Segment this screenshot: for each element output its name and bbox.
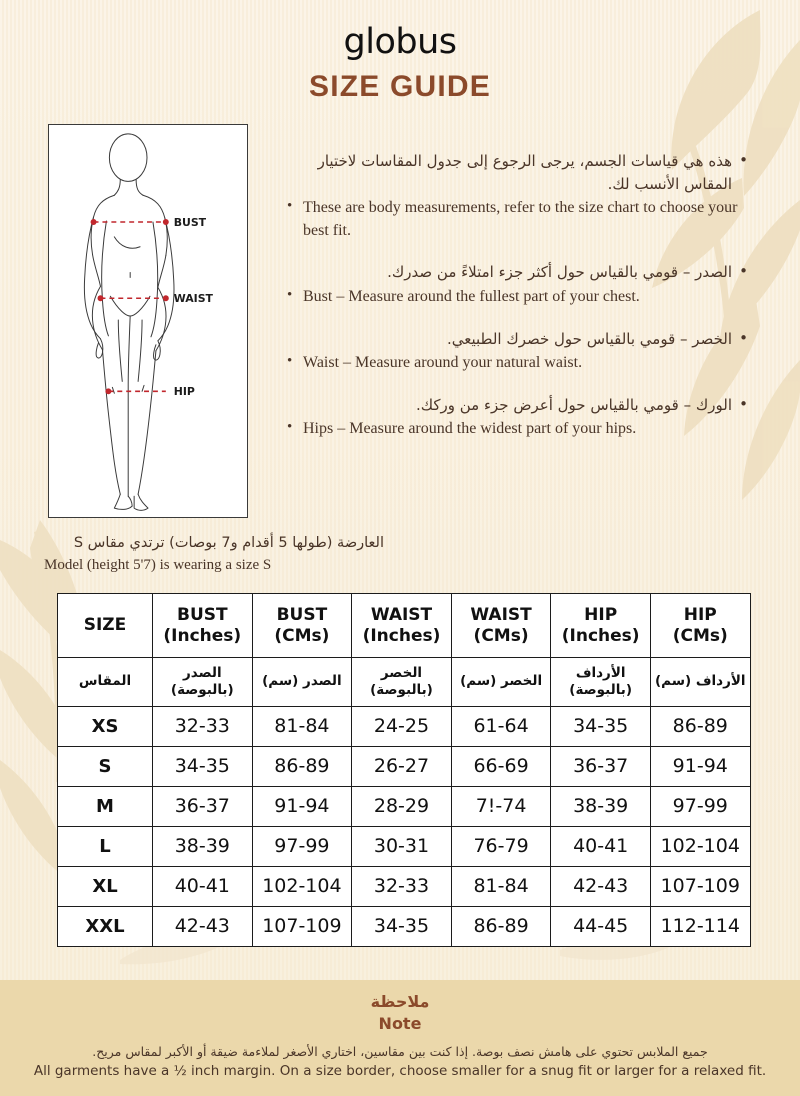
- table-row: XXL 42-43 107-109 34-35 86-89 44-45 112-…: [57, 905, 751, 947]
- note-title-english: Note: [378, 1014, 422, 1033]
- table-header-row-arabic: المقاس الصدر (بالبوصة) الصدر (سم) الخصر …: [57, 657, 751, 707]
- cell-bust-cms: 107-109: [251, 905, 353, 947]
- instruction-arabic: الورك – قومي بالقياس حول أعرض جزء من ورك…: [286, 393, 748, 417]
- cell-waist-cms: 7!-74: [450, 785, 552, 827]
- cell-size: XS: [57, 705, 153, 747]
- cell-waist-cms: 86-89: [450, 905, 552, 947]
- model-figure-frame: BUST WAIST HIP: [48, 124, 248, 518]
- table-row: S 34-35 86-89 26-27 66-69 36-37 91-94: [57, 745, 751, 787]
- note-body-english: All garments have a ½ inch margin. On a …: [33, 1063, 767, 1079]
- cell-hip-inches: 34-35: [550, 705, 651, 747]
- instructions-list: هذه هي قياسات الجسم، يرجى الرجوع إلى جدو…: [286, 149, 748, 441]
- col-header-waist-cms: WAIST (CMs): [450, 593, 552, 658]
- cell-size: M: [57, 785, 153, 827]
- cell-hip-cms: 107-109: [649, 865, 751, 907]
- cell-size: L: [57, 825, 153, 867]
- page-title: SIZE GUIDE: [308, 70, 492, 103]
- col-header-bust-inches-ar: الصدر (بالبوصة): [152, 657, 253, 707]
- col-header-hip-inches: HIP (Inches): [550, 593, 651, 658]
- cell-bust-cms: 91-94: [251, 785, 353, 827]
- cell-bust-cms: 86-89: [251, 745, 353, 787]
- cell-hip-cms: 112-114: [649, 905, 751, 947]
- cell-hip-cms: 102-104: [649, 825, 751, 867]
- cell-bust-inches: 32-33: [152, 705, 253, 747]
- model-caption-arabic: العارضة (طولها 5 أقدام و7 بوصات) ترتدي م…: [73, 535, 384, 551]
- cell-hip-inches: 36-37: [550, 745, 651, 787]
- instruction-block: هذه هي قياسات الجسم، يرجى الرجوع إلى جدو…: [286, 149, 748, 242]
- cell-bust-inches: 42-43: [152, 905, 253, 947]
- instruction-arabic: الخصر – قومي بالقياس حول خصرك الطبيعي.: [286, 327, 748, 351]
- instruction-block: الصدر – قومي بالقياس حول أكثر جزء امتلاء…: [286, 260, 748, 309]
- instruction-arabic: هذه هي قياسات الجسم، يرجى الرجوع إلى جدو…: [286, 149, 748, 195]
- col-header-hip-cms-ar: الأرداف (سم): [649, 657, 751, 707]
- col-header-size: SIZE: [57, 593, 153, 658]
- label-waist: WAIST: [174, 292, 214, 305]
- brand-logo: globus: [343, 22, 458, 62]
- cell-waist-cms: 61-64: [450, 705, 552, 747]
- col-header-size-ar: المقاس: [57, 657, 153, 707]
- instruction-block: الخصر – قومي بالقياس حول خصرك الطبيعي. W…: [286, 327, 748, 375]
- col-header-hip-inches-ar: الأرداف (بالبوصة): [550, 657, 651, 707]
- note-title-arabic: ملاحظة: [370, 992, 430, 1011]
- label-hip: HIP: [174, 385, 195, 398]
- cell-hip-cms: 86-89: [649, 705, 751, 747]
- instruction-english: These are body measurements, refer to th…: [286, 196, 748, 242]
- page-header: globus SIZE GUIDE: [0, 22, 800, 104]
- cell-waist-inches: 24-25: [351, 705, 452, 747]
- cell-waist-inches: 34-35: [351, 905, 452, 947]
- instruction-english: Waist – Measure around your natural wais…: [286, 351, 748, 375]
- cell-bust-inches: 36-37: [152, 785, 253, 827]
- table-row: L 38-39 97-99 30-31 76-79 40-41 102-104: [57, 825, 751, 867]
- instruction-english: Bust – Measure around the fullest part o…: [286, 285, 748, 309]
- table-header-row-english: SIZE BUST (Inches) BUST (CMs) WAIST (Inc…: [57, 593, 751, 658]
- cell-hip-inches: 42-43: [550, 865, 651, 907]
- cell-waist-inches: 28-29: [351, 785, 452, 827]
- cell-waist-inches: 26-27: [351, 745, 452, 787]
- cell-size: XXL: [57, 905, 153, 947]
- col-header-waist-inches-ar: الخصر (بالبوصة): [351, 657, 452, 707]
- cell-size: XL: [57, 865, 153, 907]
- col-header-bust-cms-ar: الصدر (سم): [251, 657, 353, 707]
- col-header-bust-cms: BUST (CMs): [251, 593, 353, 658]
- table-row: XS 32-33 81-84 24-25 61-64 34-35 86-89: [57, 705, 751, 747]
- cell-waist-inches: 30-31: [351, 825, 452, 867]
- table-row: M 36-37 91-94 28-29 7!-74 38-39 97-99: [57, 785, 751, 827]
- cell-hip-inches: 38-39: [550, 785, 651, 827]
- cell-bust-inches: 34-35: [152, 745, 253, 787]
- cell-bust-inches: 40-41: [152, 865, 253, 907]
- note-section: ملاحظة Note جميع الملابس تحتوي على هامش …: [0, 980, 800, 1096]
- cell-hip-cms: 91-94: [649, 745, 751, 787]
- cell-bust-inches: 38-39: [152, 825, 253, 867]
- cell-waist-cms: 81-84: [450, 865, 552, 907]
- cell-bust-cms: 97-99: [251, 825, 353, 867]
- note-body-arabic: جميع الملابس تحتوي على هامش نصف بوصة. إذ…: [92, 1044, 708, 1059]
- instruction-english: Hips – Measure around the widest part of…: [286, 417, 748, 441]
- col-header-waist-inches: WAIST (Inches): [351, 593, 452, 658]
- cell-waist-cms: 66-69: [450, 745, 552, 787]
- cell-hip-inches: 44-45: [550, 905, 651, 947]
- cell-size: S: [57, 745, 153, 787]
- instruction-arabic: الصدر – قومي بالقياس حول أكثر جزء امتلاء…: [286, 260, 748, 284]
- label-bust: BUST: [174, 216, 207, 229]
- size-chart-table: SIZE BUST (Inches) BUST (CMs) WAIST (Inc…: [57, 593, 751, 947]
- cell-bust-cms: 81-84: [251, 705, 353, 747]
- female-body-diagram: BUST WAIST HIP: [83, 133, 214, 511]
- col-header-waist-cms-ar: الخصر (سم): [450, 657, 552, 707]
- model-caption-english: Model (height 5'7) is wearing a size S: [44, 556, 272, 573]
- table-row: XL 40-41 102-104 32-33 81-84 42-43 107-1…: [57, 865, 751, 907]
- cell-bust-cms: 102-104: [251, 865, 353, 907]
- instruction-block: الورك – قومي بالقياس حول أعرض جزء من ورك…: [286, 393, 748, 441]
- col-header-bust-inches: BUST (Inches): [152, 593, 253, 658]
- col-header-hip-cms: HIP (CMs): [649, 593, 751, 658]
- cell-waist-cms: 76-79: [450, 825, 552, 867]
- cell-hip-cms: 97-99: [649, 785, 751, 827]
- cell-hip-inches: 40-41: [550, 825, 651, 867]
- model-caption: العارضة (طولها 5 أقدام و7 بوصات) ترتدي م…: [44, 534, 384, 575]
- cell-waist-inches: 32-33: [351, 865, 452, 907]
